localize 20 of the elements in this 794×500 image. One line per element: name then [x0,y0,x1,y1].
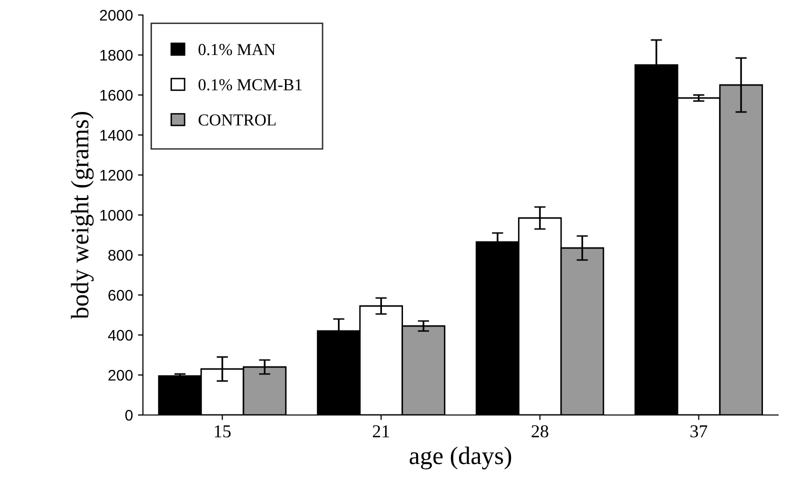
y-tick-label: 800 [108,250,133,261]
y-tick-label: 1000 [100,210,133,221]
legend-label: 0.1% MCM-B1 [198,79,302,90]
y-tick-label: 2000 [100,10,133,21]
y-tick-label: 1200 [100,170,133,181]
y-tick-label: 1800 [100,50,133,61]
x-tick-label: 15 [214,425,231,438]
y-tick-label: 600 [108,290,133,301]
y-tick-label: 0 [125,410,133,421]
x-tick-label: 21 [372,425,390,438]
x-tick-label: 28 [532,425,548,438]
x-axis-title: age (days) [410,446,512,470]
legend-label: 0.1% MAN [198,44,276,56]
y-tick-label: 400 [108,330,133,341]
y-axis-title: body weight (grams) [70,112,94,320]
y-tick-label: 200 [108,370,133,381]
x-tick-label: 37 [690,425,708,438]
y-tick-label: 1600 [100,90,133,101]
y-tick-label: 1400 [100,130,133,141]
legend-label: CONTROL [198,114,276,126]
